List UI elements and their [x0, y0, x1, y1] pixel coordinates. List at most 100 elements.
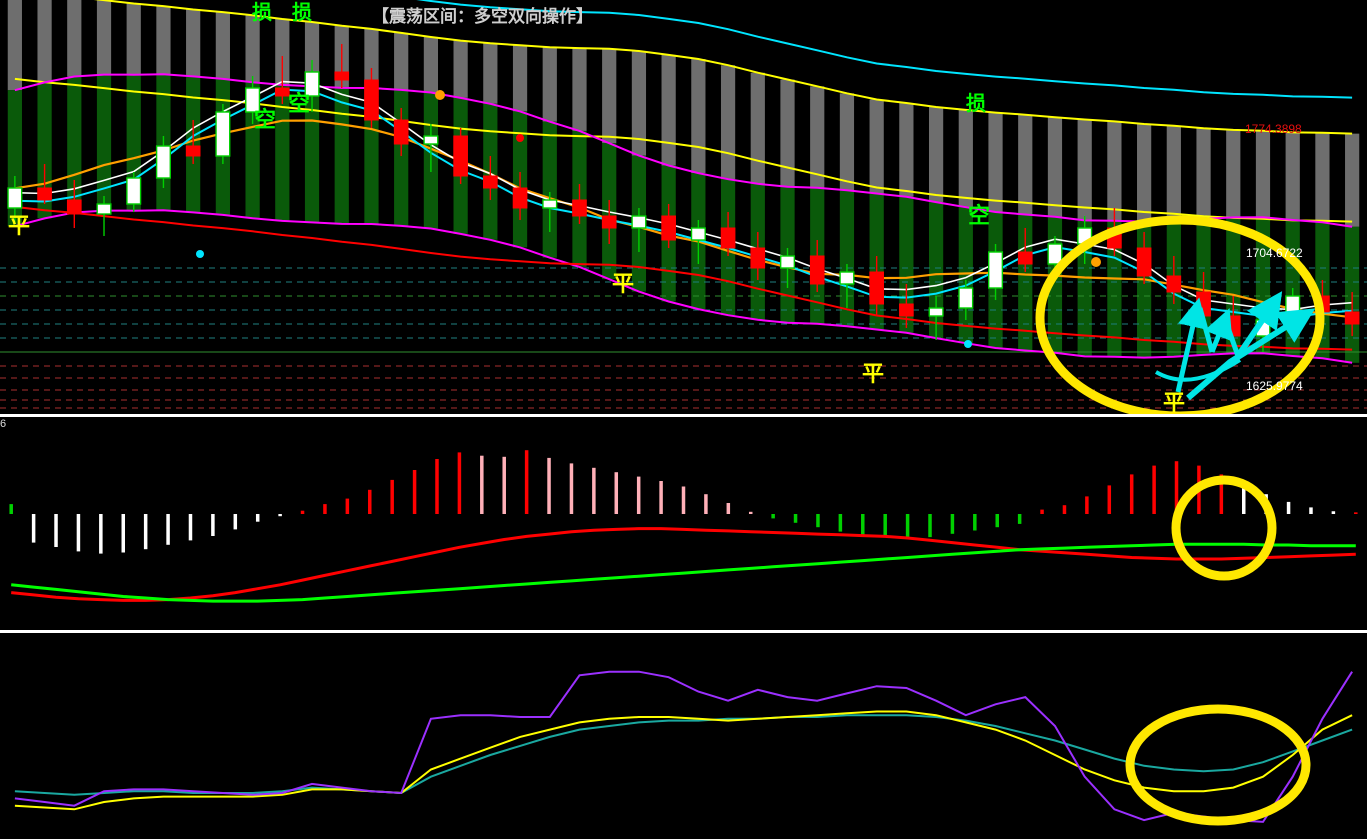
background-bar-inner	[96, 74, 112, 211]
price-chart-svg[interactable]	[0, 0, 1367, 414]
ma-line-cyan-fast	[14, 88, 1353, 319]
signal-marker-损: 损	[252, 0, 272, 24]
signal-marker-损: 损	[966, 91, 986, 115]
annotation-arrow-up-2	[1204, 308, 1233, 353]
background-bar-inner	[1077, 220, 1092, 357]
macd-histogram-bar	[233, 514, 238, 530]
macd-histogram-bar	[704, 494, 708, 514]
macd-histogram-bar	[726, 503, 731, 514]
macd-histogram-bar	[435, 459, 439, 514]
background-bar-outer	[1315, 132, 1330, 223]
macd-histogram-bar	[614, 472, 619, 514]
macd-histogram-bar	[323, 504, 327, 514]
background-bar-inner	[542, 121, 557, 258]
background-bar-outer	[37, 0, 52, 83]
background-bar-outer	[1255, 130, 1271, 218]
macd-histogram-bar	[9, 504, 13, 514]
background-bar-outer	[691, 59, 706, 174]
candle-body-up	[779, 255, 796, 269]
candle-body-down	[1017, 251, 1033, 265]
background-bar-inner	[928, 202, 944, 339]
macd-histogram-bar	[54, 514, 58, 547]
candle-body-down	[899, 303, 914, 317]
background-bar-inner	[958, 207, 973, 344]
macd-histogram-bar	[121, 514, 126, 553]
signal-dot-orange	[435, 90, 445, 100]
macd-histogram-bar	[211, 514, 215, 536]
candle-body-down	[483, 175, 498, 189]
annotation-ellipse-kdj	[1125, 704, 1311, 826]
macd-histogram-bar	[76, 514, 81, 552]
macd-histogram-bar	[480, 455, 484, 514]
candle-body-up	[958, 287, 974, 309]
background-bar-outer	[572, 48, 587, 131]
candle-body-up	[245, 87, 261, 113]
annotation-arrow-trend	[1186, 308, 1316, 401]
background-bar-outer	[750, 72, 765, 184]
macd-histogram-bar	[1174, 461, 1179, 514]
background-bar-outer	[156, 6, 171, 75]
macd-histogram-bar	[457, 452, 462, 514]
annotation-support-curve	[1154, 358, 1242, 382]
background-bar-outer	[542, 47, 557, 122]
signal-marker-平: 平	[1163, 391, 1186, 416]
macd-dea-line	[11, 542, 1356, 603]
candle-body-down	[512, 187, 528, 209]
candle-body-up	[155, 145, 171, 179]
macd-chart-svg[interactable]	[0, 418, 1367, 630]
candle-body-down	[393, 119, 409, 145]
price-panel[interactable]	[0, 0, 1367, 414]
signal-marker-空: 空	[254, 108, 277, 133]
band-upper-magenta	[14, 73, 1353, 228]
kdj-chart-svg[interactable]	[0, 634, 1367, 839]
ma-line-yellow-upper	[93, 0, 1353, 135]
candle-body-up	[928, 307, 944, 317]
kdj-panel[interactable]	[0, 634, 1367, 839]
background-bar-outer	[869, 99, 884, 194]
macd-panel[interactable]	[0, 418, 1367, 630]
background-bar-outer	[780, 79, 795, 187]
background-bar-outer	[67, 0, 82, 77]
background-bar-outer	[1166, 125, 1181, 221]
candle-body-down	[572, 199, 587, 217]
candle-body-up	[215, 111, 231, 157]
macd-histogram-bar	[1219, 474, 1224, 514]
ma-line-white	[14, 80, 1353, 311]
macd-histogram-bar	[748, 511, 753, 514]
candle-body-up	[96, 203, 112, 215]
background-bar-outer	[245, 15, 260, 83]
background-bar-outer	[512, 45, 528, 112]
macd-histogram-bar	[861, 514, 865, 535]
background-bar-outer	[394, 32, 409, 90]
macd-histogram-bar	[345, 498, 350, 514]
candle-body-down	[185, 145, 201, 157]
background-bar-outer	[661, 54, 676, 166]
macd-histogram-bar	[659, 481, 663, 514]
candle-body-up	[126, 177, 142, 205]
macd-dif-line	[11, 527, 1356, 602]
macd-histogram-bar	[31, 514, 36, 543]
background-bar-outer	[1345, 133, 1360, 227]
macd-histogram-bar	[995, 514, 999, 528]
panel-divider-1	[0, 414, 1367, 417]
background-bar-outer	[988, 112, 1003, 212]
macd-histogram-bar	[278, 514, 282, 517]
background-bar-outer	[1047, 117, 1063, 217]
macd-histogram-bar	[255, 514, 260, 522]
candle-body-down	[334, 71, 350, 81]
kdj-k-line	[14, 670, 1353, 823]
price-axis-label: 1704.6722	[1246, 246, 1303, 260]
background-bar-outer	[1107, 121, 1122, 221]
macd-histogram-bar	[524, 450, 529, 514]
macd-histogram-bar	[1354, 512, 1358, 514]
background-bar-outer	[1226, 129, 1241, 218]
macd-histogram-bar	[1309, 507, 1313, 514]
candle-body-down	[1136, 247, 1152, 277]
macd-histogram-bar	[1085, 496, 1089, 514]
background-bar-outer	[839, 93, 855, 191]
background-bar-outer	[215, 12, 230, 79]
signal-marker-损: 损	[292, 0, 312, 24]
annotation-arrow-down-2	[1223, 321, 1241, 357]
background-bar-outer	[186, 9, 201, 77]
macd-histogram-bar	[1062, 505, 1067, 514]
